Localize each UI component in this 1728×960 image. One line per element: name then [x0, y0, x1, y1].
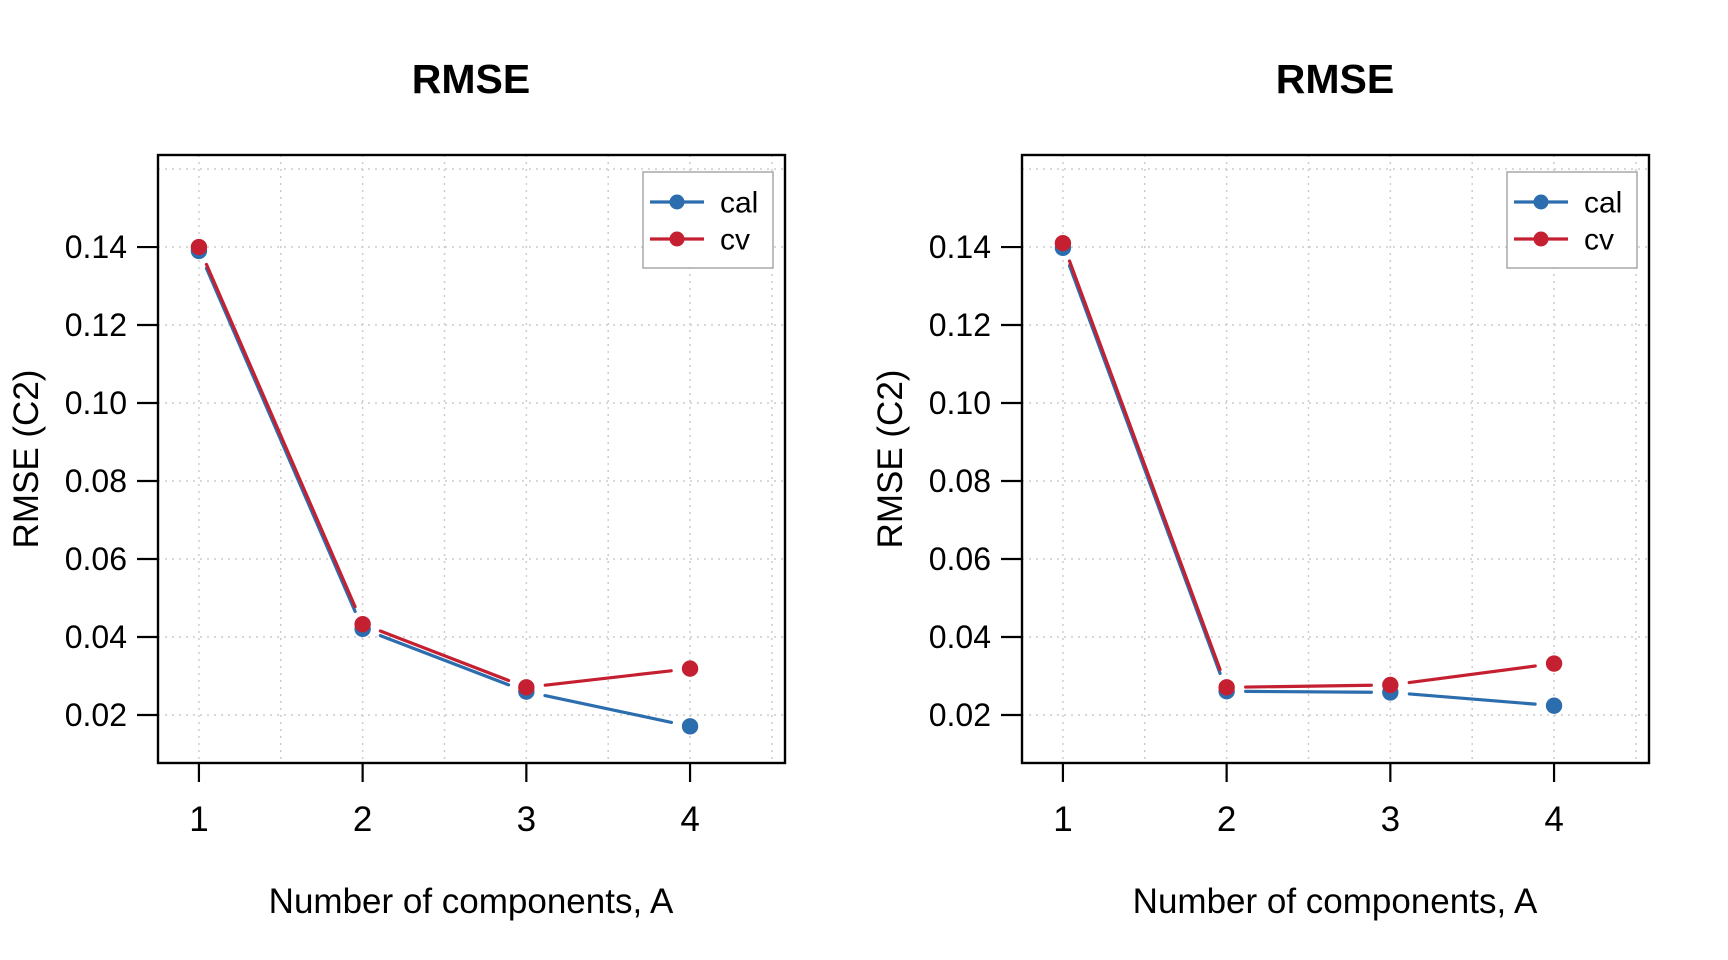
legend-box — [1506, 171, 1638, 269]
y-tick-label: 0.14 — [929, 229, 991, 265]
y-tick-label: 0.12 — [929, 307, 991, 343]
y-tick-label: 0.06 — [929, 541, 991, 577]
data-point-cal — [681, 718, 699, 735]
legend-marker-cv — [669, 231, 685, 247]
x-tick-label: 3 — [517, 800, 536, 839]
x-tick-label: 1 — [1053, 800, 1072, 839]
y-tick-label: 0.06 — [65, 541, 127, 577]
y-tick-label: 0.12 — [65, 307, 127, 343]
y-tick-label: 0.14 — [65, 229, 127, 265]
series-segment-cv — [1067, 259, 1222, 672]
series-segment-cv — [1407, 664, 1537, 685]
series-segment-cal — [1244, 689, 1373, 694]
data-point-cv — [681, 660, 699, 677]
data-point-cv — [354, 615, 371, 633]
legend-label-cal: cal — [720, 187, 758, 220]
series-segment-cal — [1407, 692, 1537, 706]
series-segment-cal — [543, 693, 674, 724]
chart-panel-right: 1 2 3 4 0.02 0.04 0.06 0.08 0.10 0.12 0.14 RMSE Numb… — [864, 0, 1728, 960]
legend-label-cal: cal — [1584, 187, 1622, 220]
x-tick-label: 2 — [353, 800, 372, 839]
x-tick-label: 4 — [680, 800, 699, 839]
data-point-cv — [518, 679, 535, 696]
legend-box — [642, 171, 774, 269]
legend-marker-cal — [1533, 194, 1549, 210]
x-tick-label: 3 — [1381, 800, 1400, 839]
legend-marker-cal — [669, 194, 685, 210]
chart-title: RMSE — [412, 56, 530, 102]
chart-title: RMSE — [1276, 56, 1394, 102]
legend-label-cv: cv — [1584, 224, 1614, 257]
y-tick-label: 0.04 — [65, 619, 127, 655]
x-tick-label: 4 — [1544, 800, 1563, 839]
series-segment-cv — [1244, 683, 1373, 689]
x-axis-title: Number of components, A — [269, 882, 674, 921]
y-axis-title: RMSE (C2) — [7, 370, 46, 549]
x-tick-label: 1 — [189, 800, 208, 839]
series-segment-cv — [204, 262, 357, 609]
x-axis-title: Number of components, A — [1133, 882, 1538, 921]
x-tick-label: 2 — [1217, 800, 1236, 839]
data-point-cal — [1545, 697, 1563, 714]
legend-marker-cv — [1533, 231, 1549, 247]
series-segment-cal — [378, 634, 511, 687]
y-axis-title: RMSE (C2) — [871, 370, 910, 549]
data-point-cv — [1054, 234, 1072, 252]
legend-label-cv: cv — [720, 224, 750, 257]
series-segment-cal — [204, 266, 357, 614]
y-tick-label: 0.10 — [929, 385, 991, 421]
y-tick-label: 0.10 — [65, 385, 127, 421]
plot-box — [156, 153, 787, 765]
line-chart-right: 1 2 3 4 0.02 0.04 0.06 0.08 0.10 0.12 0.14 RMSE Numb… — [871, 56, 1651, 921]
data-point-cv — [190, 238, 208, 256]
series-segment-cv — [543, 669, 673, 687]
line-chart-left: 1 2 3 4 0.02 0.04 0.06 0.08 0.10 0.12 0.14 RMSE Numb… — [7, 56, 787, 921]
data-point-cv — [1382, 676, 1399, 694]
y-tick-label: 0.04 — [929, 619, 991, 655]
y-tick-label: 0.02 — [929, 697, 991, 733]
plot-box — [1020, 153, 1651, 765]
y-tick-label: 0.02 — [65, 697, 127, 733]
chart-panel-left: 1 2 3 4 0.02 0.04 0.06 0.08 0.10 0.12 0.14 RMSE Numb… — [7, 56, 787, 921]
y-tick-label: 0.08 — [929, 463, 991, 499]
y-tick-label: 0.08 — [65, 463, 127, 499]
data-point-cv — [1545, 655, 1563, 672]
data-point-cv — [1218, 679, 1235, 696]
series-segment-cv — [378, 629, 511, 683]
